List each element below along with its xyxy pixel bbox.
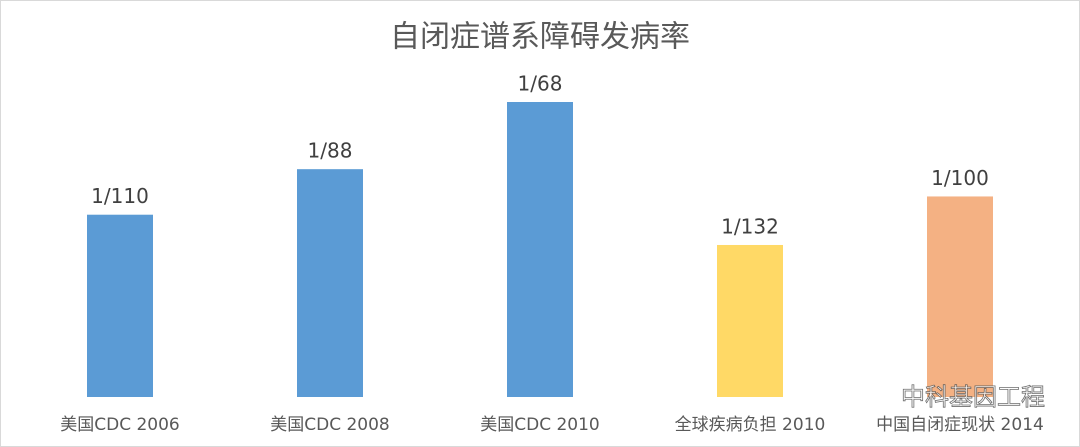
bar: [87, 214, 153, 397]
bar: [927, 196, 993, 397]
data-label: 1/68: [518, 72, 563, 96]
data-label: 1/132: [721, 214, 779, 238]
x-tick-label: 中国自闭症现状 2014: [876, 415, 1044, 435]
x-tick-label: 美国CDC 2008: [270, 415, 390, 435]
x-tick-label: 美国CDC 2006: [60, 415, 180, 435]
x-tick-label: 全球疾病负担 2010: [675, 415, 826, 435]
chart-title: 自闭症谱系障碍发病率: [390, 20, 690, 55]
data-label: 1/88: [308, 139, 353, 163]
bar: [717, 244, 783, 397]
x-tick-label: 美国CDC 2010: [480, 415, 600, 435]
bar: [297, 169, 363, 397]
watermark: 中科基因工程: [901, 383, 1045, 411]
data-label: 1/110: [91, 184, 149, 208]
data-label: 1/100: [931, 166, 989, 190]
bar: [507, 102, 573, 397]
